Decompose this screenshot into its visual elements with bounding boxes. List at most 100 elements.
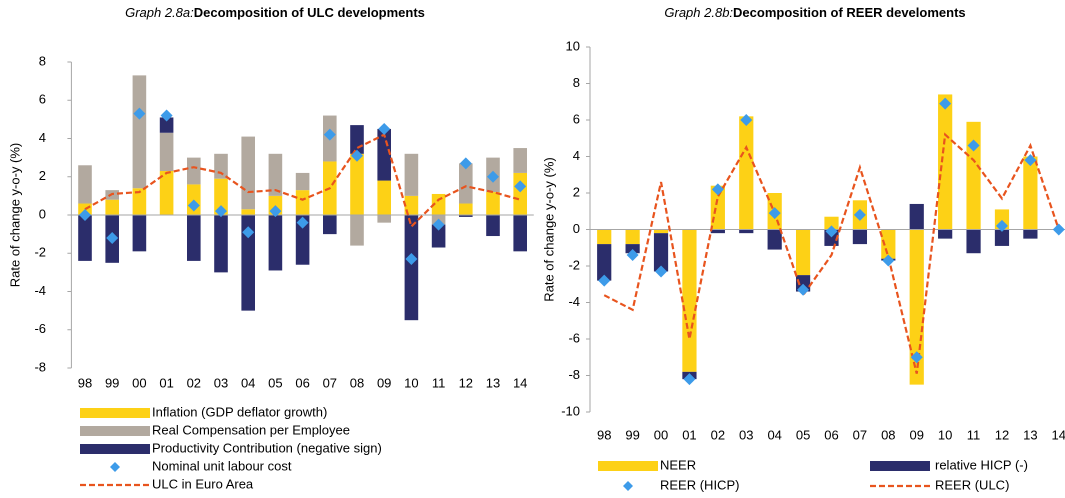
bar — [78, 215, 92, 261]
y-tick-label: 4 — [573, 148, 580, 163]
bar — [295, 215, 310, 265]
y-tick-label: 2 — [573, 184, 580, 199]
bar — [625, 244, 640, 254]
x-tick-label: 14 — [1052, 427, 1065, 442]
bar — [241, 136, 255, 210]
bar — [459, 215, 473, 217]
bar — [966, 229, 981, 254]
x-tick-label: 05 — [796, 427, 810, 442]
x-tick-label: 00 — [132, 375, 146, 390]
legend-label: Real Compensation per Employee — [152, 422, 350, 437]
marker — [133, 107, 146, 120]
marker — [853, 208, 866, 221]
bar — [214, 153, 228, 179]
bar — [268, 215, 283, 271]
bar — [404, 195, 419, 215]
bar — [597, 229, 612, 245]
x-tick-label: 03 — [214, 375, 228, 390]
bar — [739, 229, 754, 234]
bar — [486, 215, 500, 237]
bar — [350, 125, 364, 154]
y-tick-label: -8 — [568, 367, 580, 382]
x-tick-label: 99 — [105, 375, 119, 390]
legend-label: relative HICP (-) — [935, 457, 1028, 472]
x-tick-label: 09 — [910, 427, 924, 442]
x-tick-label: 04 — [767, 427, 781, 442]
line — [603, 132, 1060, 374]
x-tick-label: 07 — [323, 375, 337, 390]
bar — [852, 229, 868, 245]
bar — [459, 203, 473, 215]
bar — [214, 215, 228, 273]
marker — [215, 205, 227, 218]
y-tick-label: -4 — [568, 294, 580, 309]
marker — [655, 265, 668, 278]
marker — [939, 97, 952, 110]
marker — [683, 373, 696, 386]
marker — [797, 283, 810, 296]
y-tick-label: -6 — [568, 330, 580, 345]
marker — [242, 226, 255, 239]
marker — [825, 225, 838, 238]
bar — [1023, 156, 1038, 230]
bar — [625, 229, 640, 245]
bar — [350, 153, 364, 215]
x-tick-label: 13 — [486, 375, 500, 390]
bar — [159, 117, 174, 133]
bar — [132, 215, 147, 252]
x-tick-label: 06 — [824, 427, 838, 442]
legend-label: Nominal unit labour cost — [152, 458, 292, 473]
marker — [740, 114, 753, 126]
bar — [377, 215, 391, 223]
bar — [597, 244, 612, 281]
legend-swatch — [80, 408, 150, 418]
bar — [459, 163, 473, 204]
y-tick-label: -4 — [34, 283, 46, 298]
marker — [323, 128, 336, 141]
x-tick-label: 10 — [938, 427, 952, 442]
y-tick-label: -2 — [568, 257, 580, 272]
bar — [295, 172, 310, 191]
marker — [432, 218, 445, 231]
bar — [513, 172, 527, 215]
marker — [459, 157, 472, 170]
y-tick-label: 2 — [39, 168, 46, 183]
marker — [910, 351, 923, 364]
x-tick-label: 08 — [881, 427, 895, 442]
bar — [513, 215, 527, 252]
x-tick-label: 11 — [967, 427, 981, 442]
bar — [909, 203, 924, 230]
marker — [351, 149, 363, 162]
y-axis-label: Rate of change y-o-y (%) — [541, 157, 556, 302]
y-tick-label: 0 — [39, 206, 46, 221]
x-tick-label: 01 — [159, 375, 173, 390]
marker — [598, 274, 611, 287]
bar — [159, 171, 174, 215]
bar — [653, 229, 669, 234]
chart-title: Graph 2.8a:Decomposition of ULC developm… — [105, 5, 445, 21]
marker — [106, 231, 119, 244]
x-tick-label: 12 — [995, 427, 1009, 442]
title-text: Decomposition of REER develoments — [733, 5, 966, 20]
legend-swatch — [110, 462, 120, 472]
bar — [404, 215, 419, 321]
bar — [295, 190, 310, 215]
bar — [966, 121, 981, 230]
legend-swatch — [80, 426, 150, 436]
bar — [187, 215, 201, 261]
line — [84, 133, 521, 229]
x-tick-label: 13 — [1023, 427, 1037, 442]
y-tick-label: -6 — [34, 321, 46, 336]
bar — [486, 192, 500, 215]
y-tick-label: -2 — [34, 245, 46, 260]
bar — [78, 165, 92, 204]
marker — [995, 219, 1008, 232]
bar — [431, 224, 446, 248]
bar — [132, 75, 147, 189]
marker — [514, 180, 527, 193]
x-tick-label: 08 — [350, 375, 364, 390]
marker — [967, 139, 980, 152]
marker — [378, 122, 391, 135]
